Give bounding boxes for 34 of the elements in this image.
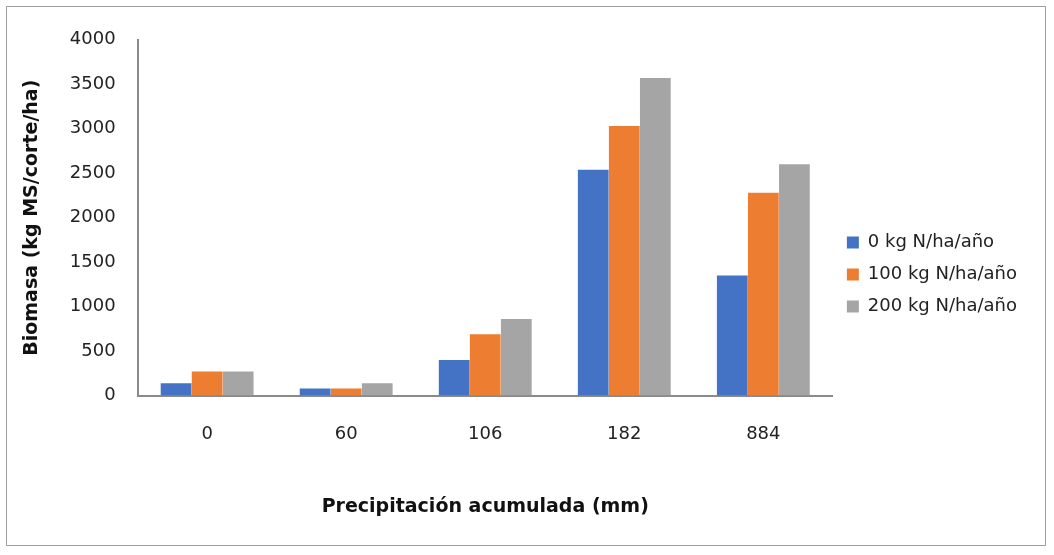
- y-tick-label: 2000: [69, 205, 116, 227]
- bar: [438, 360, 470, 396]
- y-tick-label: 4000: [69, 27, 116, 49]
- y-axis-title: Biomasa (kg MS/corte/ha): [19, 79, 42, 356]
- y-tick-label: 0: [104, 383, 116, 405]
- bar: [299, 388, 331, 396]
- legend-label: 100 kg N/ha/año: [867, 262, 1018, 284]
- bar: [222, 371, 254, 396]
- y-tick-label: 1000: [69, 294, 116, 316]
- x-tick-label: 884: [746, 422, 781, 444]
- legend-label: 200 kg N/ha/año: [867, 294, 1018, 316]
- legend-label: 0 kg N/ha/año: [867, 230, 995, 252]
- x-tick-label: 0: [201, 422, 213, 444]
- bar: [500, 319, 532, 396]
- bar: [747, 192, 779, 396]
- y-tick-label: 3000: [69, 116, 116, 138]
- y-tick-label: 2500: [69, 160, 116, 182]
- x-tick-label: 60: [334, 422, 358, 444]
- bar: [191, 371, 223, 396]
- bar: [639, 78, 671, 396]
- y-tick-label: 3500: [69, 71, 116, 93]
- bar: [469, 334, 501, 396]
- x-tick-label: 182: [607, 422, 642, 444]
- y-tick-label: 1500: [69, 249, 116, 271]
- bar: [608, 126, 640, 396]
- bar: [160, 383, 192, 396]
- bar: [330, 388, 362, 396]
- bar: [779, 164, 810, 396]
- bar: [716, 275, 748, 396]
- y-tick-label: 500: [81, 338, 116, 360]
- x-axis-title: Precipitación acumulada (mm): [321, 493, 649, 516]
- x-tick-label: 106: [468, 422, 503, 444]
- bar: [361, 383, 393, 396]
- bar: [577, 169, 609, 396]
